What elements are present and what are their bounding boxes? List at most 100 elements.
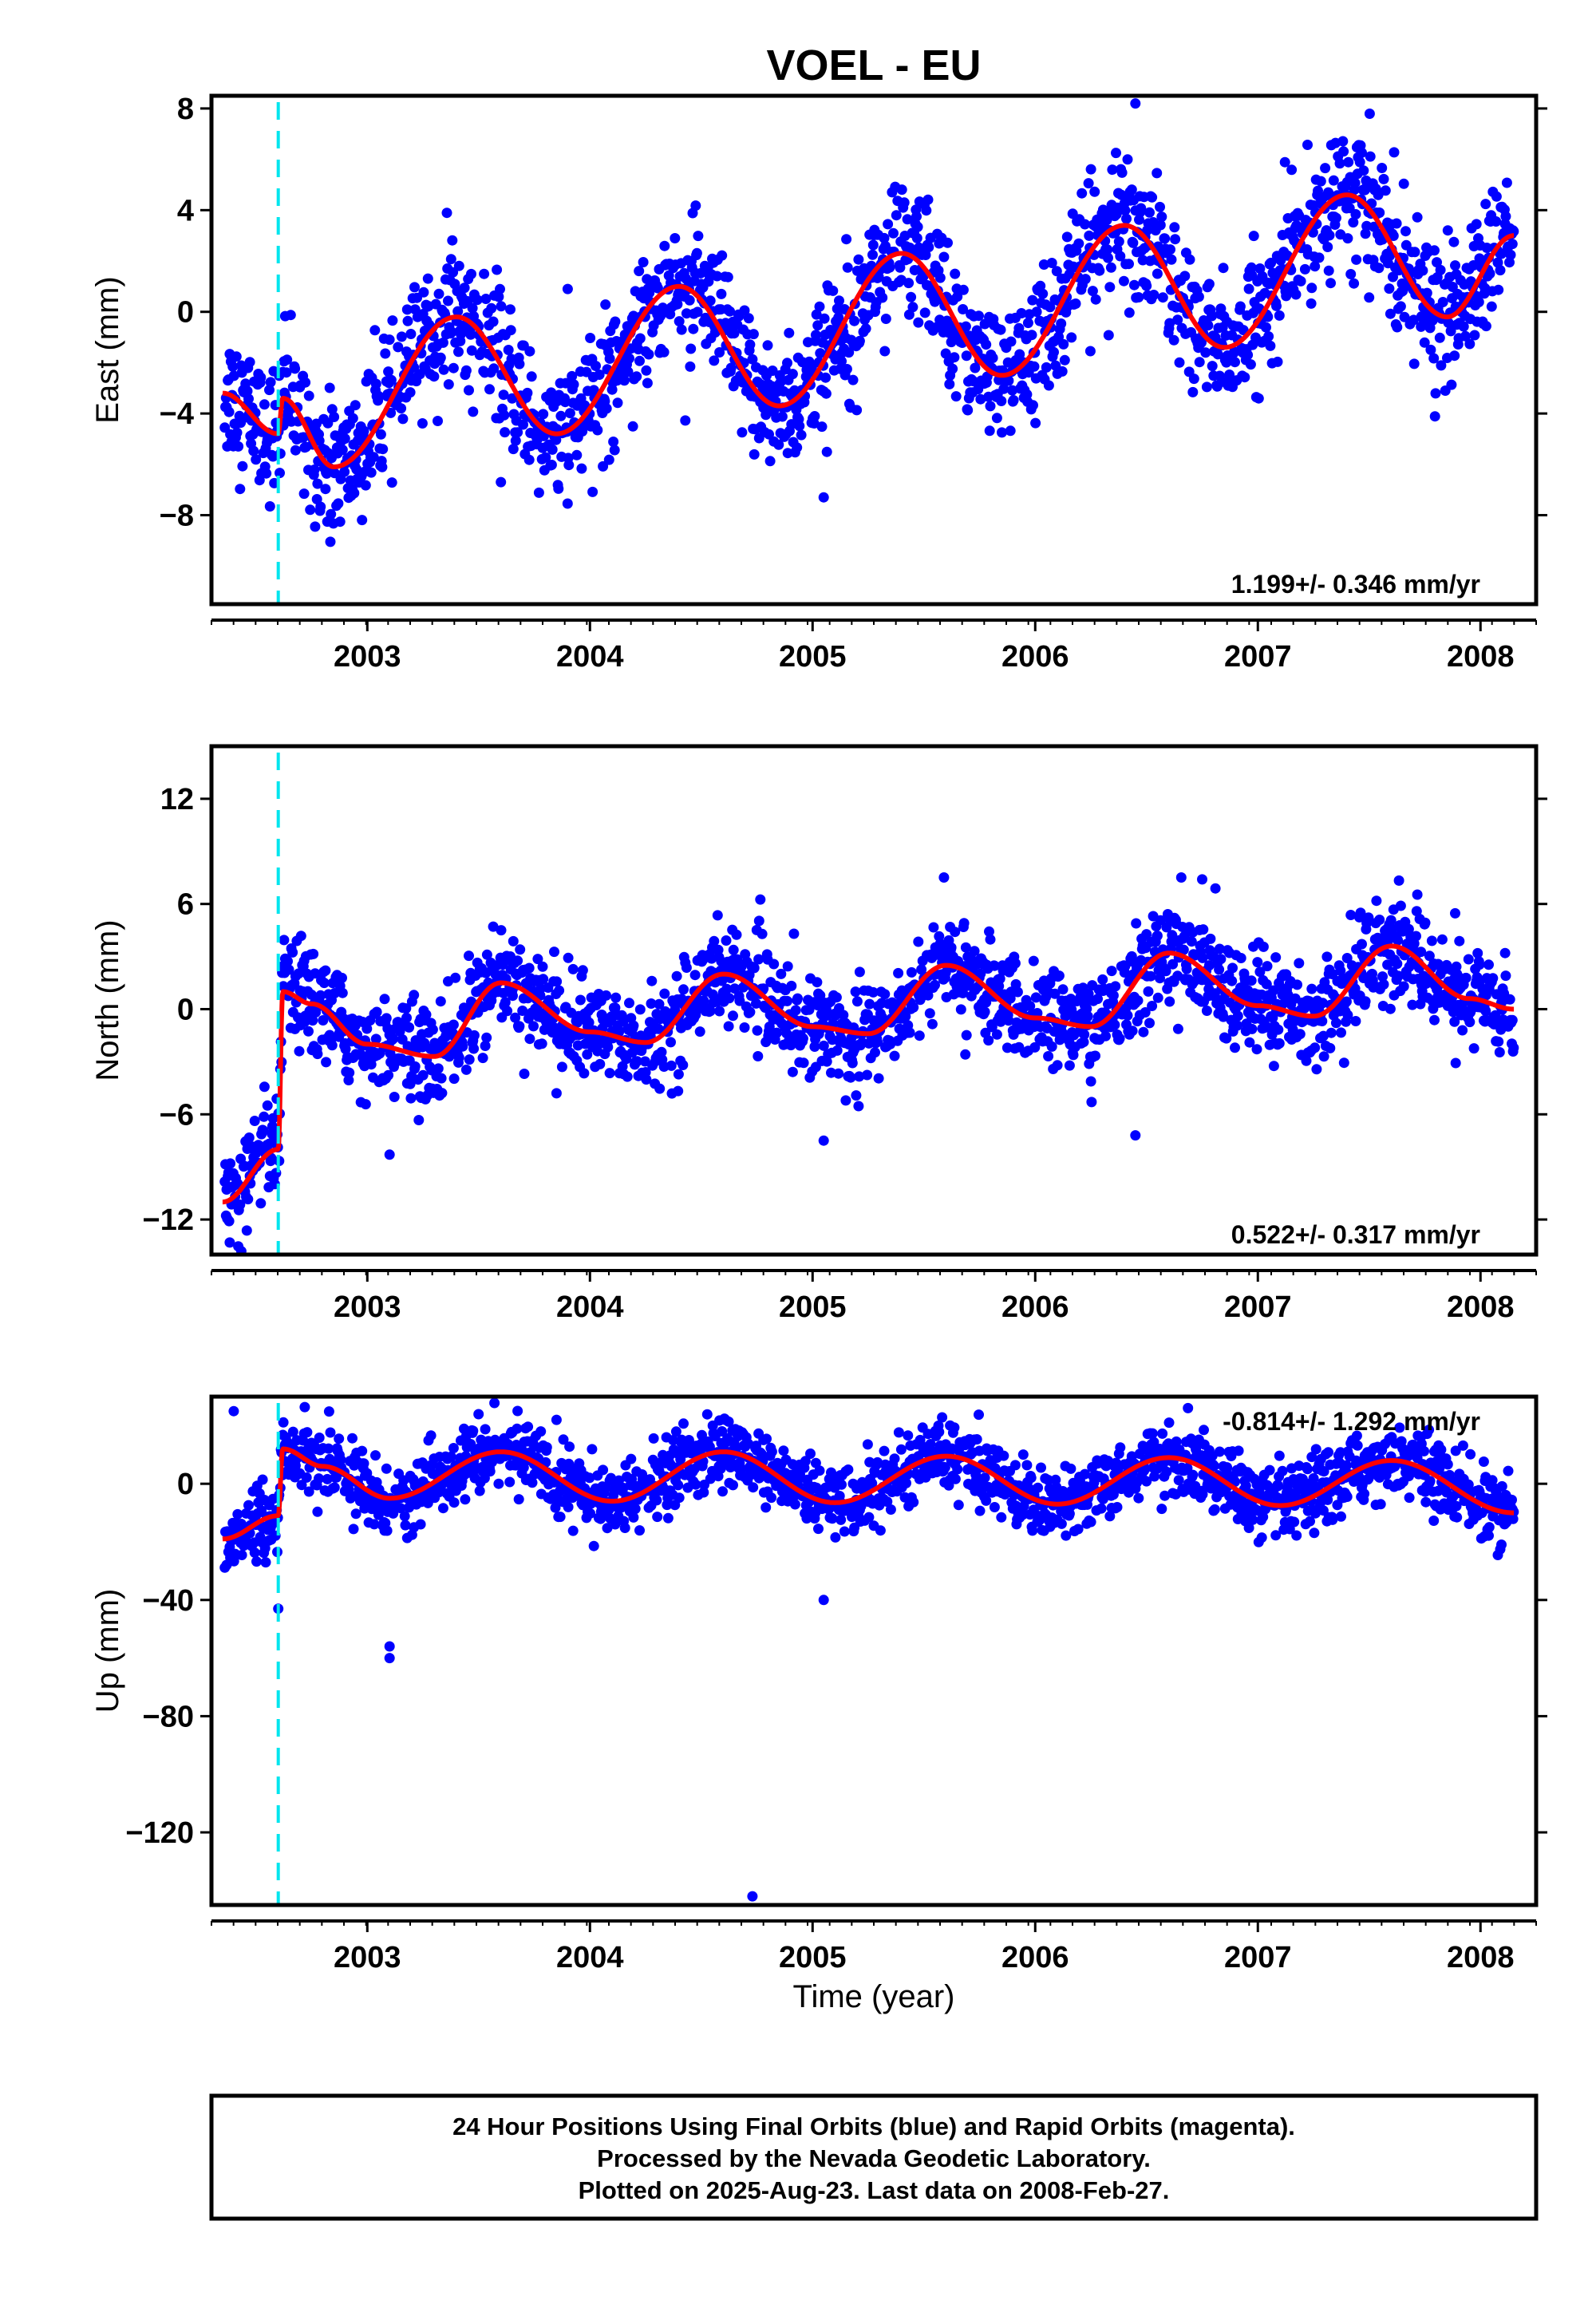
observation-point xyxy=(1486,301,1497,312)
observation-point xyxy=(1046,1041,1057,1052)
observation-point xyxy=(460,365,472,376)
observation-point xyxy=(782,358,792,369)
observation-point xyxy=(405,329,417,339)
observation-point xyxy=(400,1520,411,1531)
observation-point xyxy=(479,268,490,279)
observation-point xyxy=(481,1032,492,1043)
observation-point xyxy=(1061,231,1073,243)
observation-point xyxy=(588,1540,599,1551)
observation-point xyxy=(1200,347,1211,358)
observation-point xyxy=(402,315,413,326)
observation-point xyxy=(627,421,638,432)
observation-point xyxy=(960,942,971,953)
observation-point xyxy=(668,1435,678,1445)
observation-point xyxy=(1053,970,1065,982)
observation-point xyxy=(853,254,864,265)
observation-point xyxy=(628,1020,639,1031)
observation-point xyxy=(567,1525,579,1536)
observation-point xyxy=(736,1463,747,1474)
observation-point xyxy=(895,262,906,273)
observation-point xyxy=(628,1512,639,1523)
observation-point xyxy=(559,397,571,408)
observation-point xyxy=(1102,244,1113,255)
observation-point xyxy=(480,1424,491,1435)
observation-point xyxy=(911,211,922,222)
observation-point xyxy=(811,309,822,320)
observation-point xyxy=(1317,1030,1329,1041)
observation-point xyxy=(1203,320,1214,331)
observation-point xyxy=(678,984,689,995)
observation-point xyxy=(1434,332,1445,343)
observation-point xyxy=(1155,915,1166,926)
observation-point xyxy=(602,1523,613,1534)
observation-point xyxy=(906,966,917,978)
observation-point xyxy=(814,301,825,312)
observation-point xyxy=(1421,287,1432,298)
observation-point xyxy=(1436,360,1447,371)
observation-point xyxy=(1193,291,1204,302)
observation-point xyxy=(879,989,891,1000)
observation-point xyxy=(1338,977,1349,988)
observation-point xyxy=(519,1069,530,1079)
observation-point xyxy=(348,1524,359,1535)
observation-point xyxy=(924,1008,935,1019)
observation-point xyxy=(251,454,262,465)
observation-point xyxy=(1086,1097,1097,1108)
observation-point xyxy=(634,266,645,277)
observation-point xyxy=(1301,1055,1312,1066)
observation-point xyxy=(755,894,766,905)
observation-point xyxy=(1358,165,1369,176)
observation-point xyxy=(947,363,958,374)
observation-point xyxy=(433,1063,444,1074)
observation-point xyxy=(437,1088,448,1099)
observation-point xyxy=(778,1445,789,1456)
observation-point xyxy=(488,921,499,932)
observation-point xyxy=(1345,269,1357,279)
observation-point xyxy=(465,329,476,340)
observation-point xyxy=(259,1111,270,1122)
observation-point xyxy=(950,268,961,279)
observation-point xyxy=(666,1037,676,1048)
observation-point xyxy=(979,1006,990,1018)
observation-point xyxy=(1007,385,1017,396)
observation-point xyxy=(401,1012,412,1023)
observation-point xyxy=(800,1456,811,1467)
observation-point xyxy=(725,362,737,373)
observation-point xyxy=(1446,379,1457,390)
observation-point xyxy=(1317,1016,1328,1026)
observation-point xyxy=(1468,1043,1479,1054)
observation-point xyxy=(691,247,702,259)
observation-point xyxy=(459,283,470,294)
observation-point xyxy=(357,515,368,526)
observation-point xyxy=(753,915,764,927)
observation-point xyxy=(883,219,894,230)
observation-point xyxy=(776,968,787,979)
observation-point xyxy=(349,488,360,499)
outlier-point xyxy=(1130,98,1141,109)
y-tick-label: 4 xyxy=(177,194,194,227)
observation-point xyxy=(916,964,927,975)
observation-point xyxy=(832,1045,843,1056)
observation-point xyxy=(323,1443,334,1454)
observation-point xyxy=(228,370,239,381)
observation-point xyxy=(828,285,839,296)
observation-point xyxy=(326,508,337,520)
observation-point xyxy=(748,329,759,340)
observation-points xyxy=(219,746,1519,1255)
observation-point xyxy=(1499,947,1511,958)
observation-point xyxy=(672,298,683,310)
observation-point xyxy=(242,385,253,397)
observation-point xyxy=(867,986,879,998)
observation-point xyxy=(1330,212,1341,223)
observation-point xyxy=(488,316,499,327)
observation-point xyxy=(985,934,996,945)
observation-point xyxy=(1235,953,1246,963)
observation-point xyxy=(1005,336,1017,347)
observation-point xyxy=(1246,975,1257,986)
observation-point xyxy=(1188,373,1199,385)
observation-point xyxy=(567,963,579,974)
observation-point xyxy=(1003,375,1014,386)
observation-point xyxy=(583,1017,595,1028)
observation-point xyxy=(952,291,963,302)
observation-point xyxy=(1398,178,1409,189)
